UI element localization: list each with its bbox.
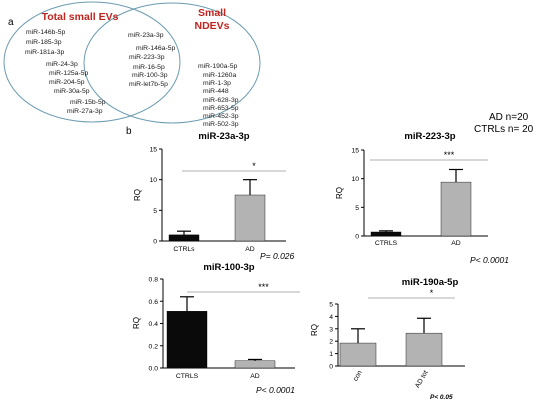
y-tick-label: 5 (329, 302, 333, 309)
venn-right-item-1: miR-1260a (203, 72, 236, 79)
y-tick-label: 10 (149, 177, 157, 184)
venn-right-title-line2: NDEVs (194, 20, 229, 32)
bar-con (339, 342, 377, 367)
significance-marker: *** (258, 282, 269, 292)
chart-title: miR-190a-5p (402, 277, 459, 288)
y-axis-label: RQ (133, 189, 142, 201)
significance-marker: *** (444, 150, 455, 160)
p-value: P< 0.05 (430, 394, 453, 401)
y-tick-label: 0.8 (149, 277, 159, 284)
p-value: P= 0.026 (260, 251, 295, 261)
category-label: CTRLs (173, 246, 195, 253)
venn-right-item-4: miR-628-3p (203, 97, 239, 104)
cohort-ctrls: CTRLs n= 20 (474, 124, 534, 135)
chart-mir-100-3p: miR-100-3p RQ 0.0 0.2 0.4 0.6 0.8 CTRLS AD *** P< … (132, 262, 300, 395)
category-label: AD tot (414, 369, 430, 389)
venn-right-item-5: miR-653-5p (203, 105, 239, 112)
venn-right-item-2: miR-1-3p (203, 80, 231, 87)
venn-right-item-6: miR-452-3p (203, 113, 239, 120)
y-tick-label: 0.4 (149, 321, 159, 328)
significance-marker: * (430, 288, 434, 298)
chart-mir-223-3p: miR-223-3p RQ 0 5 10 15 CTRLS AD *** P< 0.0001 (335, 131, 509, 265)
significance-marker: * (252, 161, 256, 171)
panel-a-label: a (8, 17, 14, 28)
chart-mir-23a-3p: miR-23a-3p RQ 0 5 10 15 CTRLs AD * P= 0.026 (133, 131, 295, 261)
bar-ad-tot (405, 332, 443, 367)
y-tick-label: 5 (153, 208, 157, 215)
venn-left-item-2: miR-181a-3p (25, 49, 65, 56)
y-tick-label: 0 (329, 364, 333, 371)
venn-left-item-8: miR-27a-3p (67, 108, 103, 115)
venn-shared-item-0: miR-23a-3p (128, 32, 164, 39)
venn-left-item-3: miR-24-3p (46, 61, 78, 68)
bar-ad (234, 360, 276, 369)
y-tick-label: 15 (351, 148, 359, 155)
p-value: P< 0.0001 (256, 385, 295, 395)
venn-left-item-1: miR-185-3p (26, 39, 62, 46)
venn-right-item-7: miR-502-3p (203, 121, 239, 128)
venn-left-item-5: miR-204-5p (49, 79, 85, 86)
y-axis-label: RQ (310, 324, 319, 336)
venn-circle-small-ndevs (83, 2, 261, 124)
venn-diagram: Total small EVs Small NDEVs miR-146b-5p m… (3, 1, 261, 128)
y-tick-label: 1 (329, 351, 333, 358)
y-tick-label: 15 (149, 147, 157, 154)
y-tick-label: 5 (355, 205, 359, 212)
chart-title: miR-23a-3p (198, 131, 249, 142)
bar-ctrls (168, 234, 200, 242)
bar-ad (234, 194, 266, 242)
venn-shared-item-4: miR-100-3p (132, 72, 168, 79)
y-tick-label: 3 (329, 326, 333, 333)
panel-b-label: b (126, 126, 132, 137)
venn-shared-item-3: miR-16-5p (133, 64, 165, 71)
venn-shared-item-5: miR-let7b-5p (129, 81, 168, 88)
y-tick-label: 0.0 (149, 366, 159, 373)
venn-left-title: Total small EVs (42, 11, 119, 23)
venn-right-item-3: miR-448 (203, 88, 229, 95)
y-axis-label: RQ (335, 187, 344, 199)
p-value: P< 0.0001 (470, 255, 509, 265)
y-tick-label: 4 (329, 314, 333, 321)
venn-shared-item-1: miR-146a-5p (136, 45, 176, 52)
y-tick-label: 0.2 (149, 343, 159, 350)
venn-left-item-0: miR-146b-5p (26, 29, 66, 36)
category-label: con (352, 369, 364, 382)
category-label: AD (250, 373, 260, 380)
venn-left-item-4: miR-125a-5p (49, 70, 89, 77)
bar-ctrls (166, 311, 208, 369)
y-tick-label: 2 (329, 339, 333, 346)
category-label: AD (451, 240, 461, 247)
bar-ctrls (370, 231, 402, 237)
y-tick-label: 0 (355, 234, 359, 241)
venn-circle-total-small-evs (3, 1, 181, 123)
chart-title: miR-100-3p (203, 262, 254, 273)
y-tick-label: 0 (153, 239, 157, 246)
y-axis-label: RQ (132, 317, 141, 329)
venn-shared-item-2: miR-223-3p (129, 54, 165, 61)
venn-right-title-line1: Small (198, 7, 226, 19)
venn-left-item-6: miR-30a-5p (54, 88, 90, 95)
chart-mir-190a-5p: miR-190a-5p RQ 0 1 2 3 4 5 con AD tot * P< 0.05 (310, 277, 465, 401)
y-tick-label: 10 (351, 176, 359, 183)
category-label: CTRLS (176, 373, 199, 380)
cohort-ad: AD n=20 (489, 112, 529, 123)
category-label: CTRLS (375, 240, 398, 247)
venn-right-item-0: miR-190a-5p (198, 63, 238, 70)
venn-left-item-7: miR-15b-5p (70, 99, 106, 106)
bar-ad (440, 181, 472, 237)
chart-title: miR-223-3p (404, 131, 455, 142)
y-tick-label: 0.6 (149, 299, 159, 306)
category-label: AD (245, 246, 255, 253)
